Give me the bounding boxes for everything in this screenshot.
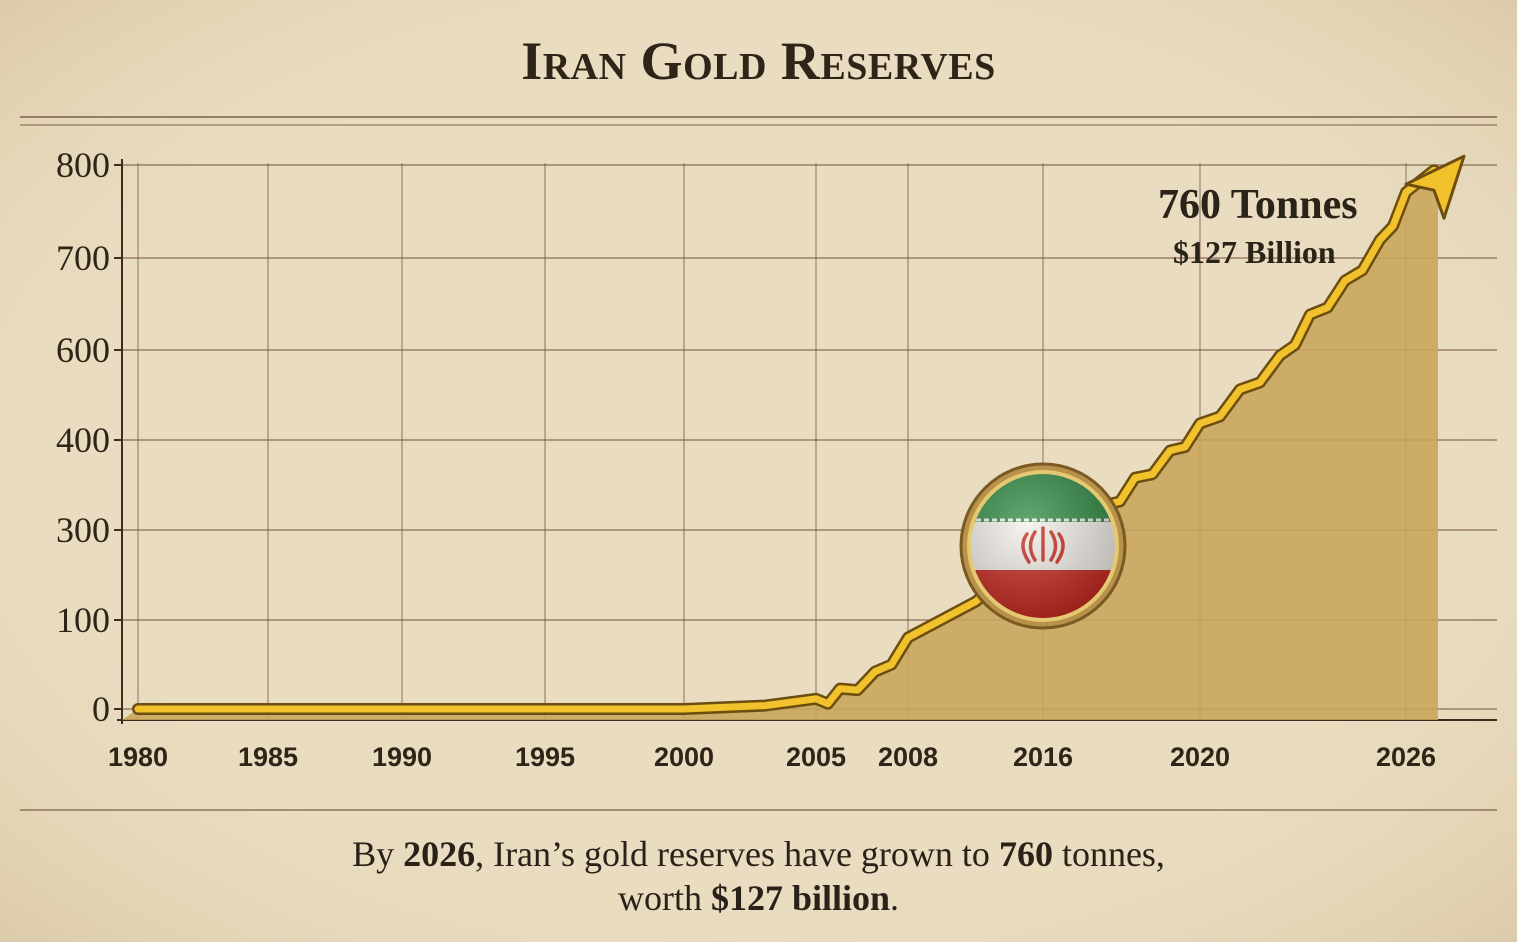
chart-title: Iran Gold Reserves	[521, 31, 996, 91]
chart-caption: By 2026, Iran’s gold reserves have grown…	[0, 832, 1517, 920]
x-tick-label: 2008	[878, 742, 938, 772]
data-point	[813, 696, 819, 702]
arrow-head-icon	[1404, 154, 1466, 220]
caption-text: , Iran’s gold reserves have grown to	[475, 834, 999, 874]
data-point	[135, 706, 141, 712]
x-tick-label: 2000	[654, 742, 714, 772]
caption-line-1: By 2026, Iran’s gold reserves have grown…	[0, 832, 1517, 876]
caption-value: $127 billion	[710, 878, 891, 918]
data-point	[1377, 237, 1383, 243]
data-point	[542, 706, 548, 712]
data-point	[1342, 278, 1348, 284]
x-tick-label: 1990	[372, 742, 432, 772]
data-point	[399, 706, 405, 712]
data-point	[1403, 189, 1409, 195]
y-tick-label: 300	[56, 510, 110, 550]
series-line	[132, 154, 1466, 715]
data-point	[837, 686, 843, 692]
y-tick-label: 700	[56, 238, 110, 278]
x-tick-label: 1995	[515, 742, 575, 772]
caption-text: By	[352, 834, 404, 874]
caption-line-2: worth $127 billion.	[0, 876, 1517, 920]
annotation-value: $127 Billion	[1173, 234, 1336, 270]
data-point	[1167, 448, 1173, 454]
peak-annotation: 760 Tonnes $127 Billion	[1158, 182, 1358, 270]
series-line-path	[134, 166, 1438, 713]
y-tick-label: 600	[56, 330, 110, 370]
caption-text: .	[890, 878, 900, 918]
y-tick-label: 100	[56, 600, 110, 640]
caption-tonnes: 760	[998, 834, 1053, 874]
caption-text: worth	[617, 878, 711, 918]
x-tick-label: 2020	[1170, 742, 1230, 772]
x-axis: 1980 1985 1990 1995 2000 2005 2008 2016 2020 2026	[108, 742, 1436, 772]
caption-text: tonnes,	[1052, 834, 1165, 874]
x-tick-label: 1985	[238, 742, 298, 772]
y-tick-label: 800	[56, 145, 110, 185]
iran-flag-icon	[959, 462, 1127, 630]
data-point	[1197, 420, 1203, 426]
data-point	[872, 669, 878, 675]
data-point	[1237, 386, 1243, 392]
data-point	[1307, 312, 1313, 318]
annotation-tonnes: 760 Tonnes	[1158, 182, 1358, 228]
data-point	[265, 706, 271, 712]
x-tick-label: 1980	[108, 742, 168, 772]
data-point	[1277, 352, 1283, 358]
y-tick-label: 0	[92, 689, 110, 729]
x-tick-label: 2005	[786, 742, 846, 772]
x-tick-label: 2026	[1376, 742, 1436, 772]
data-point	[905, 635, 911, 641]
data-point	[1132, 475, 1138, 481]
data-point	[681, 706, 687, 712]
data-point	[762, 703, 768, 709]
x-tick-label: 2016	[1013, 742, 1073, 772]
caption-year: 2026	[403, 834, 476, 874]
y-tick-label: 400	[56, 420, 110, 460]
y-axis: 0 100 300 400 600 700 800	[56, 145, 122, 729]
